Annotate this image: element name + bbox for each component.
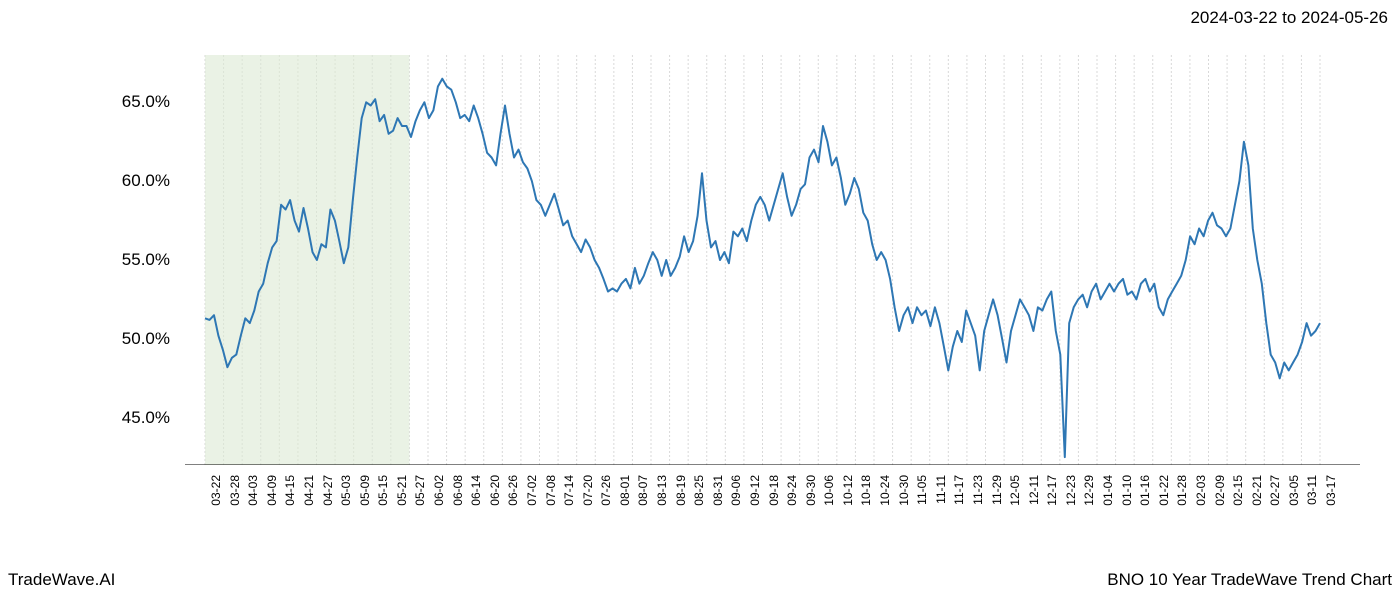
x-axis-label: 12-29 — [1082, 475, 1096, 506]
x-axis-label: 05-09 — [358, 475, 372, 506]
x-axis-label: 12-17 — [1045, 475, 1059, 506]
x-axis-label: 06-26 — [506, 475, 520, 506]
x-axis-label: 12-11 — [1027, 475, 1041, 505]
x-axis-label: 11-11 — [934, 475, 948, 504]
y-axis-label: 65.0% — [122, 92, 170, 112]
x-axis-label: 01-04 — [1101, 475, 1115, 506]
x-axis-label: 10-06 — [822, 475, 836, 506]
x-axis: 03-22 03-28 04-03 04-09 04-15 04-21 04-27 05-03… — [185, 475, 1360, 555]
x-axis-label: 06-20 — [488, 475, 502, 506]
x-axis-label: 08-07 — [636, 475, 650, 506]
x-axis-label: 08-19 — [674, 475, 688, 506]
x-axis-label: 09-24 — [785, 475, 799, 506]
x-axis-label: 09-06 — [729, 475, 743, 506]
x-axis-label: 04-03 — [246, 475, 260, 506]
x-axis-label: 05-27 — [413, 475, 427, 506]
x-axis-label: 06-14 — [469, 475, 483, 506]
x-axis-label: 04-15 — [283, 475, 297, 506]
x-axis-label: 11-17 — [952, 475, 966, 505]
x-axis-label: 07-26 — [599, 475, 613, 506]
x-axis-label: 04-27 — [321, 475, 335, 506]
x-axis-label: 05-03 — [339, 475, 353, 506]
x-axis-label: 03-28 — [228, 475, 242, 506]
chart-svg — [185, 55, 1360, 465]
x-axis-label: 05-15 — [376, 475, 390, 506]
y-axis-label: 45.0% — [122, 408, 170, 428]
x-axis-label: 07-08 — [544, 475, 558, 506]
x-axis-label: 03-22 — [209, 475, 223, 506]
x-axis-label: 07-02 — [525, 475, 539, 506]
x-axis-label: 08-31 — [711, 475, 725, 506]
chart-container: 45.0%50.0%55.0%60.0%65.0% 03-2203-2804-0… — [0, 55, 1400, 465]
x-axis-label: 11-29 — [990, 475, 1004, 505]
x-axis-label: 10-24 — [878, 475, 892, 506]
footer-title: BNO 10 Year TradeWave Trend Chart — [1107, 570, 1392, 590]
y-axis-label: 55.0% — [122, 250, 170, 270]
y-axis: 45.0% 50.0% 55.0% 60.0% 65.0% — [0, 55, 180, 465]
x-axis-label: 09-30 — [804, 475, 818, 506]
x-axis-label: 02-03 — [1194, 475, 1208, 506]
x-axis-label: 08-13 — [655, 475, 669, 506]
x-axis-label: 01-28 — [1175, 475, 1189, 506]
x-axis-label: 12-23 — [1064, 475, 1078, 506]
x-axis-label: 09-18 — [767, 475, 781, 506]
x-axis-label: 07-20 — [581, 475, 595, 506]
x-axis-label: 10-30 — [897, 475, 911, 506]
x-axis-label: 10-18 — [859, 475, 873, 506]
x-axis-label: 07-14 — [562, 475, 576, 506]
x-axis-label: 01-16 — [1138, 475, 1152, 506]
x-axis-label: 08-01 — [618, 475, 632, 506]
x-axis-label: 02-21 — [1250, 475, 1264, 506]
x-axis-label: 03-11 — [1305, 475, 1319, 505]
x-axis-label: 06-02 — [432, 475, 446, 506]
x-axis-label: 02-27 — [1268, 475, 1282, 506]
plot-area — [185, 55, 1360, 465]
footer-brand: TradeWave.AI — [8, 570, 115, 590]
x-axis-label: 03-17 — [1324, 475, 1338, 506]
x-axis-label: 11-23 — [971, 475, 985, 505]
x-axis-label: 02-15 — [1231, 475, 1245, 506]
x-axis-label: 03-05 — [1287, 475, 1301, 506]
x-axis-label: 10-12 — [841, 475, 855, 506]
x-axis-label: 12-05 — [1008, 475, 1022, 506]
date-range-label: 2024-03-22 to 2024-05-26 — [1190, 8, 1388, 28]
x-axis-label: 05-21 — [395, 475, 409, 506]
x-axis-label: 11-05 — [915, 475, 929, 505]
y-axis-label: 60.0% — [122, 171, 170, 191]
x-axis-label: 01-10 — [1120, 475, 1134, 506]
x-axis-label: 01-22 — [1157, 475, 1171, 506]
x-axis-label: 02-09 — [1213, 475, 1227, 506]
x-axis-label: 09-12 — [748, 475, 762, 506]
x-axis-label: 06-08 — [451, 475, 465, 506]
x-axis-label: 08-25 — [692, 475, 706, 506]
x-axis-label: 04-09 — [265, 475, 279, 506]
x-axis-label: 04-21 — [302, 475, 316, 506]
y-axis-label: 50.0% — [122, 329, 170, 349]
